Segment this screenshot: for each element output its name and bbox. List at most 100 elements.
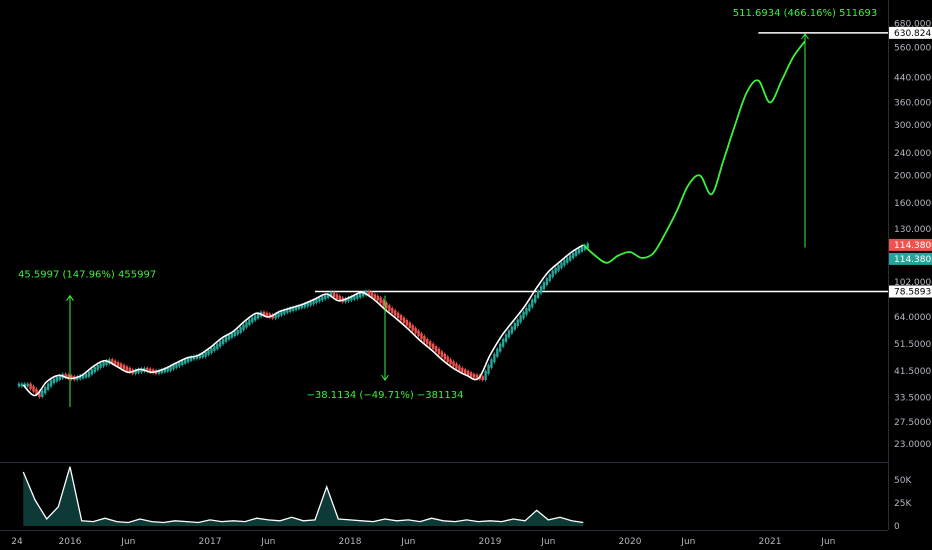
candle-body xyxy=(256,313,260,319)
candle-body xyxy=(178,362,181,367)
candle-body xyxy=(577,248,581,254)
candle-body xyxy=(280,311,283,316)
candle-body xyxy=(490,359,493,368)
price-pane[interactable]: 45.5997 (147.96%) 455997 −38.1134 (−49.71… xyxy=(17,8,888,408)
volume-tick-label: 25K xyxy=(894,499,912,509)
candle-body xyxy=(548,274,551,282)
candle-body xyxy=(99,363,102,368)
candle-body xyxy=(367,290,371,296)
price-tick-label: 102.0000 xyxy=(894,278,932,288)
candle-body xyxy=(291,307,295,311)
candle-body xyxy=(332,292,336,298)
candle-body xyxy=(96,364,99,371)
time-tick-label: Jun xyxy=(120,537,135,547)
candle-body xyxy=(321,296,324,301)
candle-body xyxy=(300,304,304,309)
candle-body xyxy=(137,369,140,374)
candle-body xyxy=(286,308,289,313)
price-axis[interactable]: 680.0000 560.0000 440.0000 360.0000 300.0000… xyxy=(889,20,932,451)
time-axis[interactable]: 24 2016 Jun 2017 Jun 2018 Jun 2019 Jun 2020 Jun 202… xyxy=(11,537,835,547)
measure-annotation[interactable]: 511.6934 (466.16%) 511693 xyxy=(733,8,878,248)
price-tick-label: 560.0000 xyxy=(894,44,932,54)
measure-annotation[interactable]: 45.5997 (147.96%) 455997 xyxy=(18,270,156,408)
candle-body xyxy=(580,246,584,252)
candle-body xyxy=(324,294,327,300)
candle-body xyxy=(437,348,441,355)
candle-body xyxy=(361,292,365,297)
candle-body xyxy=(359,293,362,298)
candle-body xyxy=(344,298,347,303)
candle-body xyxy=(326,293,330,298)
candle-body xyxy=(294,306,298,311)
candle-body xyxy=(81,374,85,379)
candle-body xyxy=(114,360,117,366)
candle-body xyxy=(563,260,566,266)
candle-body xyxy=(195,355,199,359)
candle-body xyxy=(560,262,563,269)
candle-body xyxy=(192,355,196,360)
candle-body xyxy=(236,329,239,335)
candle-body xyxy=(566,257,569,264)
price-tick-label: 130.0000 xyxy=(894,225,932,235)
candle-body xyxy=(230,333,234,338)
candle-body xyxy=(186,357,190,363)
measure-label: −38.1134 (−49.71%) −381134 xyxy=(307,390,464,401)
last-price-label: 114.3800 xyxy=(894,241,932,251)
candle-body xyxy=(242,324,245,331)
candle-body xyxy=(516,319,519,326)
price-tick-label: 23.0000 xyxy=(894,440,931,450)
candle-body xyxy=(528,304,531,311)
time-tick-label: 2017 xyxy=(199,537,222,547)
candle-body xyxy=(466,370,470,376)
candle-body xyxy=(396,312,400,319)
candle-body xyxy=(458,365,461,371)
volume-axis: 50K 25K 0 xyxy=(894,476,912,532)
candle-body xyxy=(157,370,161,374)
candle-body xyxy=(434,346,438,352)
price-tick-label: 240.0000 xyxy=(894,149,932,159)
candle-body xyxy=(274,314,277,319)
candle-body xyxy=(268,313,271,318)
candle-body xyxy=(146,367,149,372)
projection-line[interactable] xyxy=(582,40,806,264)
candle-body xyxy=(501,338,505,347)
time-tick-label: Jun xyxy=(820,537,835,547)
candle-body xyxy=(431,343,435,350)
candle-body xyxy=(534,294,537,303)
candle-body xyxy=(499,343,502,352)
last-price-tag xyxy=(889,238,932,251)
candle-body xyxy=(539,286,543,294)
candle-body xyxy=(90,369,94,375)
measure-arrowhead xyxy=(381,374,389,381)
candle-body xyxy=(391,307,394,314)
measure-label: 511.6934 (466.16%) 511693 xyxy=(733,8,878,19)
candle-body xyxy=(402,317,406,323)
measure-annotation[interactable]: −38.1134 (−49.71%) −381134 xyxy=(307,295,464,401)
volume-pane xyxy=(22,466,584,526)
candle-body xyxy=(536,290,540,298)
volume-area xyxy=(23,466,584,526)
candle-body xyxy=(347,297,350,302)
measure-arrowhead xyxy=(801,33,809,40)
candle-body xyxy=(522,311,525,319)
time-tick-label: Jun xyxy=(680,537,695,547)
candle-body xyxy=(289,307,292,312)
time-tick-label: Jun xyxy=(400,537,415,547)
candle-body xyxy=(169,366,172,371)
candle-body xyxy=(233,331,236,337)
candle-body xyxy=(364,290,368,296)
candle-body xyxy=(408,322,411,329)
candle-body xyxy=(23,383,26,387)
candle-body xyxy=(172,364,175,370)
moving-average-line[interactable] xyxy=(22,244,584,397)
measure-label: 45.5997 (147.96%) 455997 xyxy=(18,270,156,281)
price-tick-label: 51.5000 xyxy=(894,340,931,350)
candle-body xyxy=(484,370,487,381)
price-tick-label: 200.0000 xyxy=(894,172,932,182)
candle-body xyxy=(184,359,187,364)
price-tick-label: 41.5000 xyxy=(894,367,931,377)
candle-body xyxy=(224,336,228,342)
candle-body xyxy=(507,330,511,338)
candle-body xyxy=(35,388,38,395)
